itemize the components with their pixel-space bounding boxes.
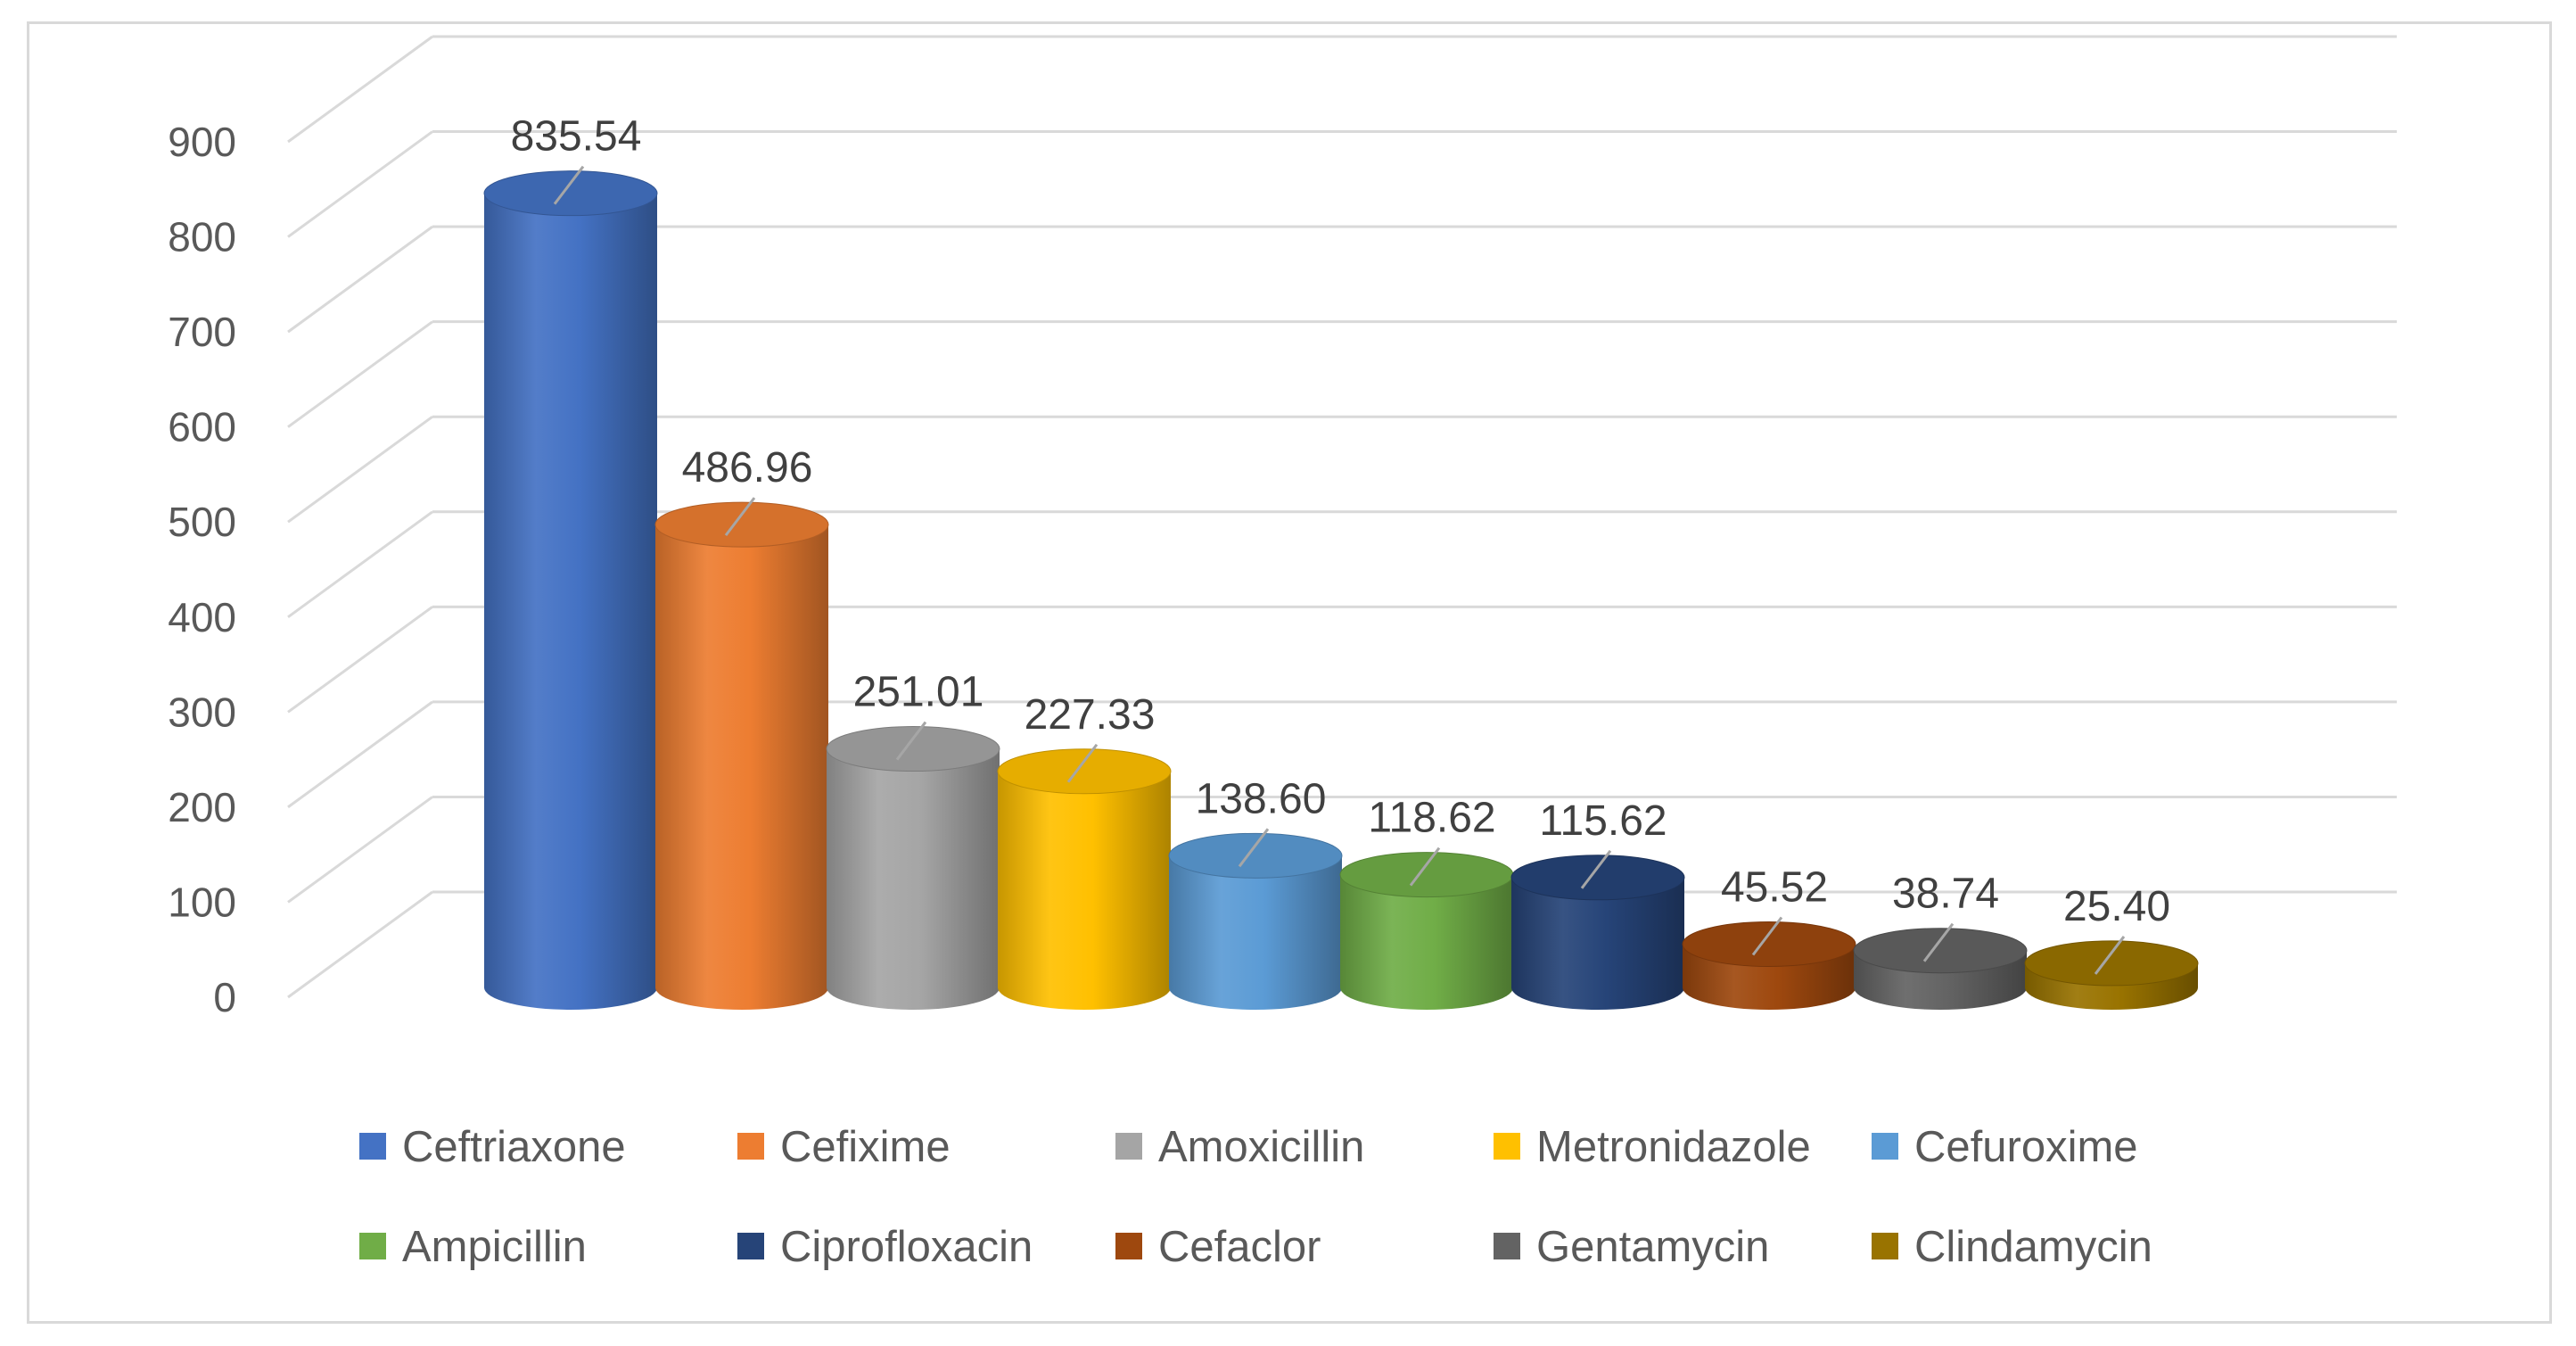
bar-top-gentamycin xyxy=(1853,928,2028,974)
gridline-depth-200 xyxy=(287,700,433,809)
data-label-leader-ampicillin xyxy=(1409,846,1441,887)
gridline-depth-300 xyxy=(287,606,433,714)
gridline-depth-0 xyxy=(287,890,433,999)
y-tick-label-200: 200 xyxy=(168,784,236,830)
bar-cefuroxime xyxy=(1169,855,1342,1010)
gridline-depth-800 xyxy=(287,130,433,238)
y-tick-label-300: 300 xyxy=(168,689,236,735)
data-label-leader-cefuroxime xyxy=(1238,828,1270,868)
y-tick-label-500: 500 xyxy=(168,499,236,545)
data-label-leader-cefixime xyxy=(724,497,756,537)
data-label-cefaclor: 45.52 xyxy=(1721,863,1828,911)
gridline-depth-400 xyxy=(287,510,433,618)
gridline-depth-500 xyxy=(287,416,433,524)
legend-swatch-metronidazole xyxy=(1494,1133,1520,1160)
data-label-leader-ciprofloxacin xyxy=(1580,849,1612,889)
legend-swatch-cefixime xyxy=(737,1133,764,1160)
data-label-amoxicillin: 251.01 xyxy=(853,669,984,716)
legend-swatch-cefaclor xyxy=(1115,1233,1142,1259)
gridline-depth-100 xyxy=(287,796,433,904)
legend-swatch-clindamycin xyxy=(1872,1233,1898,1259)
legend: Ceftriaxone Cefixime Amoxicillin Metronidaz… xyxy=(359,1123,2152,1271)
data-label-leader-metronidazole xyxy=(1066,743,1099,783)
gridline-depth-900 xyxy=(287,35,433,144)
legend-label-cefuroxime: Cefuroxime xyxy=(1914,1123,2138,1171)
legend-swatch-gentamycin xyxy=(1494,1233,1520,1259)
y-tick-label-700: 700 xyxy=(168,309,236,355)
legend-swatch-ceftriaxone xyxy=(359,1133,386,1160)
data-label-ciprofloxacin: 115.62 xyxy=(1539,797,1667,845)
bar-ampicillin xyxy=(1340,874,1513,1010)
legend-label-gentamycin: Gentamycin xyxy=(1536,1223,1769,1271)
legend-label-ceftriaxone: Ceftriaxone xyxy=(402,1123,626,1171)
data-label-gentamycin: 38.74 xyxy=(1892,871,1999,918)
bar-top-amoxicillin xyxy=(826,726,1000,772)
data-labels: 835.54 486.96 251.01 227.33 138.60 118.62 115.… xyxy=(511,113,2170,975)
data-label-leader-gentamycin xyxy=(1922,922,1955,962)
y-tick-label-800: 800 xyxy=(168,214,236,260)
data-label-leader-cefaclor xyxy=(1751,916,1783,956)
bar-cefixime xyxy=(655,524,828,1010)
bar-top-cefuroxime xyxy=(1168,832,1343,879)
data-label-ampicillin: 118.62 xyxy=(1368,795,1495,842)
legend-label-cefaclor: Cefaclor xyxy=(1158,1223,1321,1271)
data-label-metronidazole: 227.33 xyxy=(1025,691,1156,739)
bar-amoxicillin xyxy=(827,748,1000,1010)
y-tick-label-100: 100 xyxy=(168,879,236,925)
y-tick-label-0: 0 xyxy=(213,974,236,1020)
gridline-depth-700 xyxy=(287,225,433,334)
y-tick-label-600: 600 xyxy=(168,404,236,450)
gridline-depth-600 xyxy=(287,320,433,428)
bar-chart: 0 100 200 300 400 500 600 700 800 900 835.54 486.9… xyxy=(168,35,2397,1271)
bar-metronidazole xyxy=(998,771,1171,1010)
bar-top-ceftriaxone xyxy=(483,170,658,217)
legend-swatch-ciprofloxacin xyxy=(737,1233,764,1259)
data-label-clindamycin: 25.40 xyxy=(2063,883,2170,930)
legend-label-clindamycin: Clindamycin xyxy=(1914,1223,2152,1271)
data-label-leader-ceftriaxone xyxy=(553,165,585,205)
bar-ceftriaxone xyxy=(484,193,657,1010)
data-label-cefuroxime: 138.60 xyxy=(1196,775,1327,822)
data-label-leader-clindamycin xyxy=(2094,936,2126,975)
data-label-ceftriaxone: 835.54 xyxy=(511,113,642,161)
legend-swatch-ampicillin xyxy=(359,1233,386,1259)
legend-label-amoxicillin: Amoxicillin xyxy=(1158,1123,1364,1171)
legend-swatch-cefuroxime xyxy=(1872,1133,1898,1160)
bar-top-ampicillin xyxy=(1339,852,1514,898)
bar-top-ciprofloxacin xyxy=(1510,855,1685,901)
data-label-cefixime: 486.96 xyxy=(682,444,813,491)
legend-label-cefixime: Cefixime xyxy=(780,1123,951,1171)
y-tick-label-900: 900 xyxy=(168,119,236,165)
legend-label-ciprofloxacin: Ciprofloxacin xyxy=(780,1223,1033,1271)
chart-frame: 0 100 200 300 400 500 600 700 800 900 835.54 486.9… xyxy=(27,21,2552,1324)
data-label-leader-amoxicillin xyxy=(895,721,927,761)
bar-top-metronidazole xyxy=(997,748,1172,795)
bars xyxy=(483,170,2199,1010)
bar-ciprofloxacin xyxy=(1511,877,1684,1010)
bar-top-cefixime xyxy=(654,501,829,548)
legend-label-ampicillin: Ampicillin xyxy=(402,1223,587,1271)
bar-top-clindamycin xyxy=(2024,940,2199,987)
legend-label-metronidazole: Metronidazole xyxy=(1536,1123,1811,1171)
y-tick-label-400: 400 xyxy=(168,594,236,640)
bar-top-cefaclor xyxy=(1682,921,1856,967)
y-axis-ticks: 0 100 200 300 400 500 600 700 800 900 xyxy=(168,119,236,1020)
legend-swatch-amoxicillin xyxy=(1115,1133,1142,1160)
